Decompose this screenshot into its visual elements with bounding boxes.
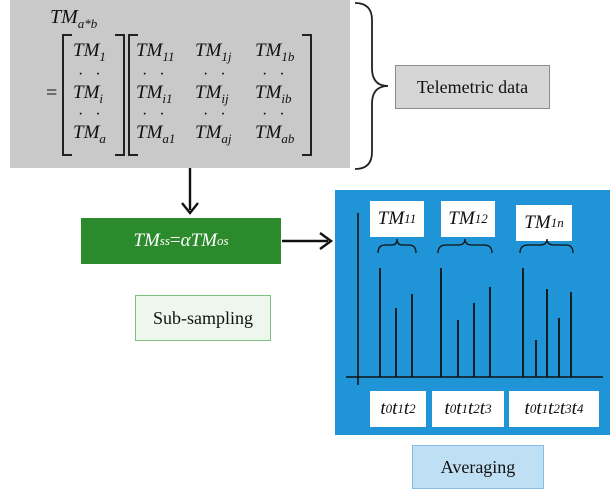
matrix-dots: · · xyxy=(203,66,230,83)
matrix-cell-aj: TMaj xyxy=(195,122,232,146)
group-title-tm11: TM 11 xyxy=(370,201,424,237)
vector-entry-i: TMi xyxy=(73,82,104,106)
averaging-label: Averaging xyxy=(412,445,544,489)
down-arrow-head xyxy=(181,202,199,215)
matrix-dots: · · xyxy=(262,106,289,123)
left-vector-open-bracket xyxy=(62,34,72,156)
matrix-dots: · · xyxy=(142,66,169,83)
matrix-cell-11: TM11 xyxy=(136,40,175,64)
stick-bars xyxy=(379,268,572,377)
matrix-cell-ij: TMij xyxy=(195,82,229,106)
group-title-tm1n: TM 1n xyxy=(516,205,572,241)
matrix-close-bracket xyxy=(302,34,312,156)
vector-entry-1: TM1 xyxy=(73,40,106,64)
matrix-dots: · · xyxy=(262,66,289,83)
matrix-cell-ab: TMab xyxy=(255,122,295,146)
matrix-dots: · · xyxy=(142,106,169,123)
vector-entry-a: TMa xyxy=(73,122,106,146)
vector-dots-1: · · xyxy=(78,66,105,83)
matrix-cell-i1: TMi1 xyxy=(136,82,173,106)
matrix-cell-1b: TM1b xyxy=(255,40,295,64)
sub-sampling-label: Sub-sampling xyxy=(135,295,271,341)
matrix-cell-ib: TMib xyxy=(255,82,292,106)
telemetric-matrix-panel xyxy=(10,0,350,168)
matrix-equals-sign: = xyxy=(46,82,58,104)
group-title-tm12: TM 12 xyxy=(441,201,495,237)
subsampling-formula: TM ss = α TM os xyxy=(81,218,281,264)
left-vector-close-bracket xyxy=(115,34,125,156)
vector-dots-2: · · xyxy=(78,106,105,123)
group-brace-3 xyxy=(519,238,574,254)
telemetric-data-label: Telemetric data xyxy=(395,65,550,109)
group-brace-1 xyxy=(377,238,417,254)
telemetric-brace xyxy=(354,2,389,170)
matrix-dots: · · xyxy=(203,106,230,123)
matrix-open-bracket xyxy=(128,34,138,156)
matrix-cell-a1: TMa1 xyxy=(136,122,176,146)
matrix-title: TMa*b xyxy=(50,6,98,31)
group-brace-2 xyxy=(437,238,493,254)
right-arrow-head xyxy=(319,232,334,250)
matrix-cell-1j: TM1j xyxy=(195,40,232,64)
